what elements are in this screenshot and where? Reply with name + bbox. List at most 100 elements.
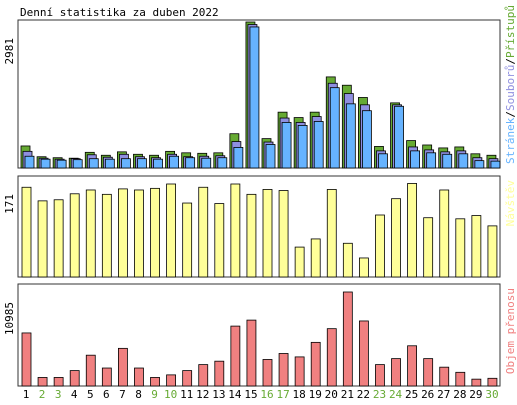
bar-panel3-day-21 xyxy=(342,291,353,387)
bar-stránek-day-15 xyxy=(249,26,260,169)
legend-separator: / xyxy=(504,111,517,118)
bar-stránek-day-30 xyxy=(490,160,501,169)
bar-panel3-day-27 xyxy=(439,366,450,387)
bar-panel3-day-20 xyxy=(326,328,337,387)
panel-3-ymax-label: 10985 xyxy=(3,302,16,335)
bar-panel2-day-10 xyxy=(166,183,177,278)
legend-item-2: Souborů xyxy=(504,65,517,111)
bar-stránek-day-8 xyxy=(137,158,147,169)
legend-panel-3: Objem přenosu xyxy=(504,288,517,374)
x-tick-day-28: 28 xyxy=(453,388,466,401)
bar-stránek-day-26 xyxy=(426,152,437,169)
x-tick-day-29: 29 xyxy=(469,388,482,401)
bar-panel2-day-19 xyxy=(310,238,321,278)
bar-panel2-day-9 xyxy=(150,187,160,278)
x-tick-day-6: 6 xyxy=(103,388,110,401)
bar-panel2-day-5 xyxy=(85,189,96,278)
bar-panel2-day-16 xyxy=(262,189,273,278)
bar-stránek-day-1 xyxy=(24,155,35,169)
x-tick-day-14: 14 xyxy=(228,388,242,401)
bar-stránek-day-4 xyxy=(72,159,83,169)
bar-panel2-day-21 xyxy=(342,242,353,278)
bar-panel3-day-2 xyxy=(37,377,48,387)
bar-panel3-day-9 xyxy=(150,377,160,387)
bar-panel3-day-15 xyxy=(246,319,257,387)
x-tick-day-23: 23 xyxy=(373,388,386,401)
panel-2-frame xyxy=(17,175,501,278)
x-tick-day-10: 10 xyxy=(164,388,177,401)
x-tick-day-9: 9 xyxy=(151,388,158,401)
chart-title: Denní statistika za duben 2022 xyxy=(20,6,219,19)
bar-panel3-day-29 xyxy=(471,378,482,387)
bar-stránek-day-17 xyxy=(281,122,292,169)
x-tick-day-13: 13 xyxy=(212,388,225,401)
bar-panel2-day-7 xyxy=(118,188,128,278)
bar-stránek-day-20 xyxy=(329,87,340,169)
bar-panel3-day-19 xyxy=(310,341,321,387)
bar-panel2-day-29 xyxy=(471,215,482,278)
bar-panel3-day-3 xyxy=(53,377,64,387)
bar-panel2-day-20 xyxy=(326,189,337,278)
bar-panel3-day-5 xyxy=(85,354,96,387)
legend-item-1: Stránek xyxy=(504,117,517,164)
x-tick-day-7: 7 xyxy=(119,388,126,401)
bar-panel3-day-28 xyxy=(455,371,466,387)
bar-panel3-day-25 xyxy=(407,345,418,387)
x-tick-day-19: 19 xyxy=(309,388,322,401)
bar-panel3-day-18 xyxy=(294,356,305,387)
bar-stránek-day-24 xyxy=(394,105,404,169)
bar-stránek-day-5 xyxy=(88,158,99,169)
bar-panel2-day-2 xyxy=(37,200,48,278)
x-tick-day-4: 4 xyxy=(71,388,78,401)
bar-stránek-day-10 xyxy=(169,155,180,169)
bar-panel3-day-1 xyxy=(21,332,32,387)
bar-panel3-day-6 xyxy=(101,367,112,387)
bar-stránek-day-21 xyxy=(345,103,356,169)
x-tick-day-15: 15 xyxy=(244,388,257,401)
bar-stránek-day-19 xyxy=(313,121,324,169)
bar-stránek-day-27 xyxy=(442,153,453,169)
bar-panel3-day-14 xyxy=(230,325,241,387)
bar-panel2-day-22 xyxy=(358,257,369,278)
bar-panel2-day-23 xyxy=(375,214,385,278)
panel-1-ymax-label: 2981 xyxy=(3,38,16,65)
x-tick-day-3: 3 xyxy=(55,388,62,401)
bar-panel2-day-12 xyxy=(198,186,209,278)
bar-panel2-day-11 xyxy=(182,202,193,278)
x-tick-day-12: 12 xyxy=(196,388,209,401)
x-tick-day-1: 1 xyxy=(23,388,30,401)
x-tick-day-17: 17 xyxy=(276,388,289,401)
bar-panel3-day-8 xyxy=(134,367,144,387)
bar-stránek-day-9 xyxy=(153,158,163,169)
bar-stránek-day-16 xyxy=(265,144,276,169)
bar-panel2-day-15 xyxy=(246,193,257,278)
x-tick-day-2: 2 xyxy=(39,388,46,401)
x-tick-day-16: 16 xyxy=(260,388,273,401)
legend-panel-2: Návštěv xyxy=(504,180,517,227)
bar-panel3-day-11 xyxy=(182,370,193,387)
legend-series: Stránek/Souborů/Přístupů xyxy=(504,5,517,164)
bar-panel2-day-17 xyxy=(278,190,289,278)
bar-panel3-day-10 xyxy=(166,374,177,387)
bar-stránek-day-13 xyxy=(217,157,228,169)
bar-stránek-day-22 xyxy=(361,110,372,169)
x-tick-day-24: 24 xyxy=(389,388,403,401)
bar-stránek-day-14 xyxy=(233,147,244,169)
bar-panel2-day-4 xyxy=(69,193,80,278)
bar-panel3-day-12 xyxy=(198,364,209,387)
bar-panel2-day-26 xyxy=(423,217,434,278)
x-tick-day-5: 5 xyxy=(87,388,94,401)
bar-panel3-day-7 xyxy=(118,347,128,387)
x-tick-day-21: 21 xyxy=(341,388,354,401)
x-tick-day-18: 18 xyxy=(293,388,306,401)
bar-stránek-day-11 xyxy=(185,157,196,169)
bar-stránek-day-18 xyxy=(297,124,308,169)
bar-panel2-day-6 xyxy=(101,193,112,278)
bar-panel3-day-17 xyxy=(278,353,289,387)
bar-panel2-day-8 xyxy=(134,189,144,278)
bar-panel2-day-1 xyxy=(21,186,32,278)
x-tick-day-11: 11 xyxy=(180,388,193,401)
bar-panel3-day-4 xyxy=(69,370,80,387)
bar-panel2-day-13 xyxy=(214,203,225,278)
panel-2-ymax-label: 171 xyxy=(3,194,16,214)
